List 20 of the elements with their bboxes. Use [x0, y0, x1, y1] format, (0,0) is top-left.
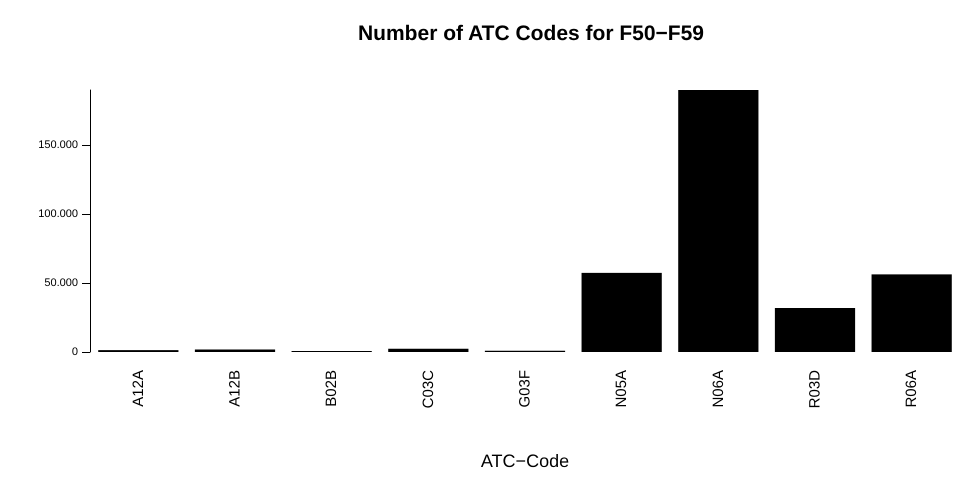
x-tick-label: A12B [226, 370, 244, 407]
x-tick-label: B02B [323, 370, 340, 407]
chart-title: Number of ATC Codes for F50−F59 [358, 22, 704, 45]
y-tick-label: 50.000 [44, 277, 78, 290]
bar [678, 90, 758, 352]
bar [582, 272, 662, 352]
x-tick-label: R03D [806, 370, 824, 408]
y-tick-label: 0 [72, 346, 78, 358]
x-tick-label: N06A [710, 370, 727, 408]
x-tick-label: G03F [516, 370, 534, 408]
bar [872, 274, 952, 352]
x-tick-label: C03C [420, 370, 437, 408]
x-tick-label: N05A [613, 370, 630, 408]
y-tick-label: 100.000 [38, 208, 78, 220]
x-axis-title: ATC−Code [480, 451, 570, 471]
bar [774, 308, 856, 352]
bar [388, 348, 468, 352]
x-tick-label: R06A [903, 370, 920, 408]
x-tick-label: A12A [130, 370, 147, 407]
y-tick-label: 150.000 [38, 139, 78, 152]
